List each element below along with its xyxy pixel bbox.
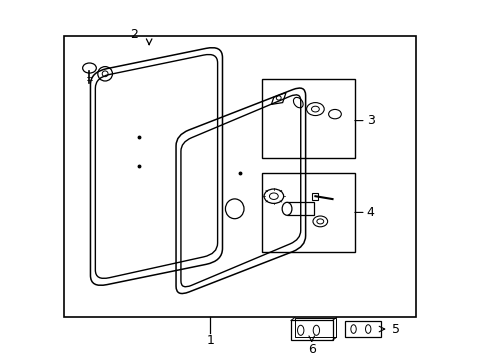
Bar	[290, 320, 332, 340]
Ellipse shape	[282, 202, 291, 215]
Text: 2: 2	[130, 28, 138, 41]
Bar	[286, 202, 314, 215]
Bar	[63, 36, 415, 317]
Text: 6: 6	[307, 343, 315, 356]
Bar	[344, 321, 381, 337]
Text: 5: 5	[391, 323, 399, 336]
Bar	[261, 79, 354, 158]
Bar	[312, 193, 318, 200]
Text: 4: 4	[366, 206, 374, 219]
Text: 3: 3	[366, 114, 374, 127]
Bar	[261, 173, 354, 252]
Bar	[294, 318, 336, 337]
Text: 1: 1	[206, 334, 214, 347]
